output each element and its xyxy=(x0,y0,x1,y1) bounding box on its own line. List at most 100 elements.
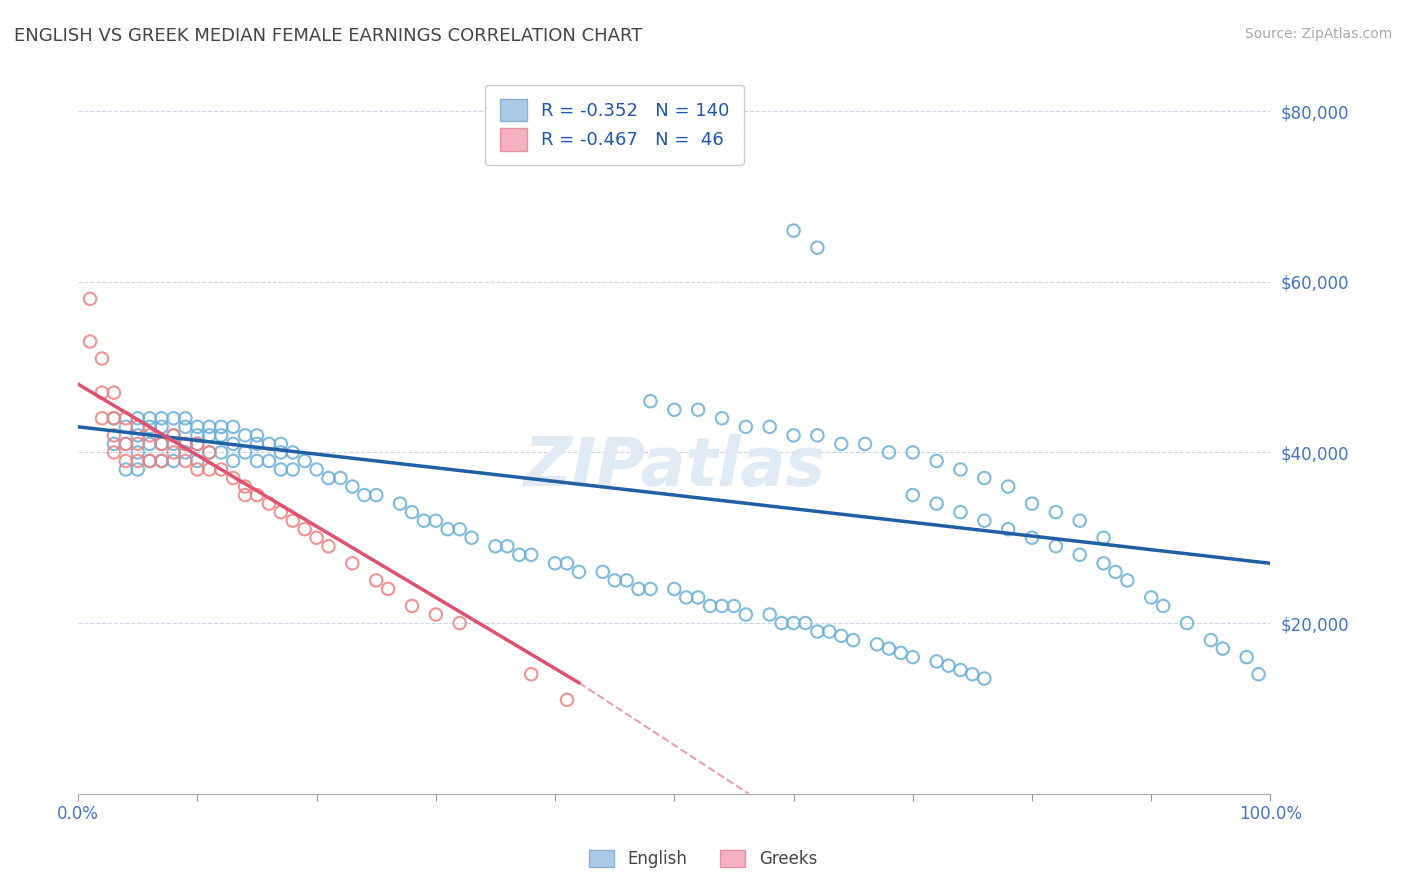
Point xyxy=(114,462,136,476)
Point xyxy=(973,514,995,528)
Point xyxy=(186,454,208,468)
Point xyxy=(484,539,506,553)
Point xyxy=(1045,539,1067,553)
Point xyxy=(186,462,208,476)
Point xyxy=(842,633,865,648)
Point xyxy=(734,420,756,434)
Point xyxy=(949,505,972,519)
Point xyxy=(103,411,125,425)
Point xyxy=(711,599,734,613)
Point xyxy=(257,497,280,511)
Point xyxy=(997,522,1019,536)
Point xyxy=(127,454,149,468)
Point xyxy=(114,437,136,451)
Point xyxy=(294,522,316,536)
Point xyxy=(949,462,972,476)
Point xyxy=(138,437,160,451)
Point xyxy=(103,385,125,400)
Point xyxy=(555,557,578,571)
Point xyxy=(901,650,924,665)
Text: ENGLISH VS GREEK MEDIAN FEMALE EARNINGS CORRELATION CHART: ENGLISH VS GREEK MEDIAN FEMALE EARNINGS … xyxy=(14,27,643,45)
Point xyxy=(770,615,793,630)
Point xyxy=(877,445,900,459)
Point xyxy=(103,445,125,459)
Point xyxy=(270,445,292,459)
Point xyxy=(640,394,662,409)
Point xyxy=(401,599,423,613)
Point xyxy=(150,437,173,451)
Point xyxy=(150,420,173,434)
Point xyxy=(329,471,352,485)
Point xyxy=(281,514,304,528)
Point xyxy=(366,488,388,502)
Point xyxy=(174,445,197,459)
Point xyxy=(342,479,364,493)
Point xyxy=(401,505,423,519)
Point xyxy=(758,607,780,622)
Point xyxy=(174,420,197,434)
Point xyxy=(186,420,208,434)
Point xyxy=(209,445,232,459)
Point xyxy=(853,437,876,451)
Point xyxy=(938,658,960,673)
Point xyxy=(782,615,804,630)
Text: Source: ZipAtlas.com: Source: ZipAtlas.com xyxy=(1244,27,1392,41)
Text: ZIPatlas: ZIPatlas xyxy=(523,434,825,500)
Point xyxy=(425,514,447,528)
Point xyxy=(138,411,160,425)
Point xyxy=(342,557,364,571)
Point xyxy=(830,437,852,451)
Point xyxy=(150,411,173,425)
Point xyxy=(305,462,328,476)
Point xyxy=(127,420,149,434)
Point xyxy=(174,437,197,451)
Point xyxy=(1116,574,1139,588)
Point xyxy=(806,241,828,255)
Point xyxy=(1092,531,1115,545)
Point xyxy=(758,420,780,434)
Point xyxy=(555,693,578,707)
Point xyxy=(281,462,304,476)
Point xyxy=(425,607,447,622)
Point xyxy=(1069,548,1091,562)
Point xyxy=(233,445,256,459)
Point xyxy=(233,488,256,502)
Point xyxy=(150,454,173,468)
Point xyxy=(449,615,471,630)
Point xyxy=(734,607,756,622)
Point xyxy=(138,420,160,434)
Point xyxy=(91,411,114,425)
Point xyxy=(1069,514,1091,528)
Point xyxy=(127,462,149,476)
Point xyxy=(1247,667,1270,681)
Point xyxy=(198,445,221,459)
Point xyxy=(198,462,221,476)
Point xyxy=(723,599,745,613)
Point xyxy=(901,445,924,459)
Point xyxy=(818,624,841,639)
Point xyxy=(877,641,900,656)
Point xyxy=(114,411,136,425)
Point xyxy=(520,667,543,681)
Point xyxy=(103,428,125,442)
Point xyxy=(222,437,245,451)
Point xyxy=(1236,650,1258,665)
Point xyxy=(174,437,197,451)
Point xyxy=(222,420,245,434)
Point xyxy=(209,462,232,476)
Point xyxy=(664,582,686,596)
Point xyxy=(127,437,149,451)
Point xyxy=(114,454,136,468)
Point xyxy=(281,445,304,459)
Point xyxy=(711,411,734,425)
Point xyxy=(1092,557,1115,571)
Point xyxy=(1140,591,1163,605)
Point xyxy=(79,334,101,349)
Point xyxy=(246,428,269,442)
Point xyxy=(257,454,280,468)
Point xyxy=(925,655,948,669)
Point xyxy=(664,402,686,417)
Point xyxy=(294,454,316,468)
Point xyxy=(925,497,948,511)
Point xyxy=(1045,505,1067,519)
